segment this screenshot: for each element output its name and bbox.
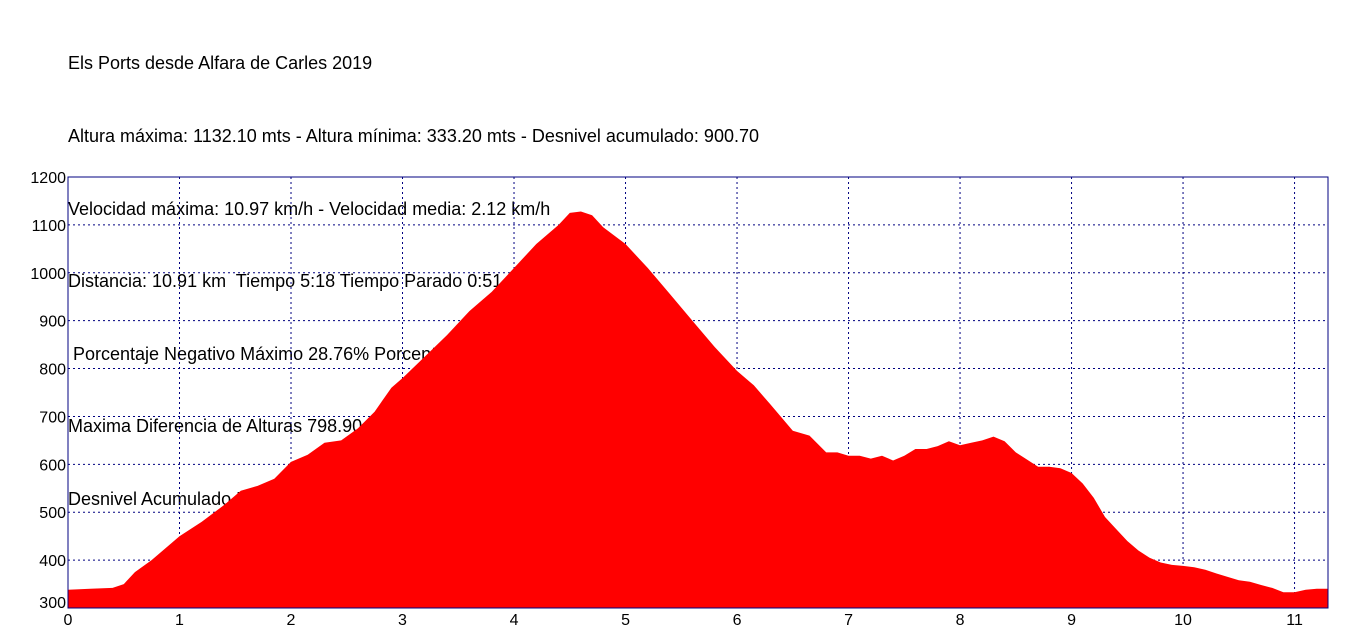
elevation-area [68,211,1328,608]
x-tick-label: 8 [956,612,965,629]
x-tick-label: 9 [1067,612,1076,629]
x-tick-label: 5 [621,612,630,629]
max-height-difference: Maxima Diferencia de Alturas 798.90 m [68,416,383,437]
chart-header: Els Ports desde Alfara de Carles 2019 Al… [68,3,759,535]
distance-time-summary: Distancia: 10.91 km Tiempo 5:18 Tiempo P… [68,271,503,292]
plot-frame [67,176,1329,609]
chart-title: Els Ports desde Alfara de Carles 2019 [68,53,373,74]
y-tick-label: 600 [39,457,66,474]
x-tick-label: 6 [733,612,742,629]
x-tick-label: 4 [510,612,519,629]
y-axis-tick-labels: 300 400 500 600 700 800 900 1000 1100 1200 [30,170,66,612]
y-tick-label: 900 [39,314,66,331]
x-tick-label: 2 [287,612,296,629]
x-tick-label: 3 [398,612,407,629]
y-tick-label: 500 [39,505,66,522]
x-tick-label: 0 [64,612,73,629]
y-tick-label: 300 [39,595,66,612]
x-tick-label: 10 [1174,612,1192,629]
y-tick-label: 400 [39,553,66,570]
x-axis-tick-labels: 0 1 2 3 4 5 6 7 8 9 10 11 [64,612,1303,629]
y-tick-label: 1100 [32,218,67,235]
x-tick-label: 11 [1286,612,1303,629]
altitude-summary: Altura máxima: 1132.10 mts - Altura míni… [68,126,759,146]
y-tick-label: 700 [39,409,66,426]
x-tick-label: 7 [844,612,853,629]
y-tick-label: 800 [39,362,66,379]
y-tick-label: 1200 [30,170,66,187]
y-tick-label: 1000 [30,266,66,283]
x-tick-label: 1 [175,612,184,629]
speed-summary: Velocidad máxima: 10.97 km/h - Velocidad… [68,198,551,219]
